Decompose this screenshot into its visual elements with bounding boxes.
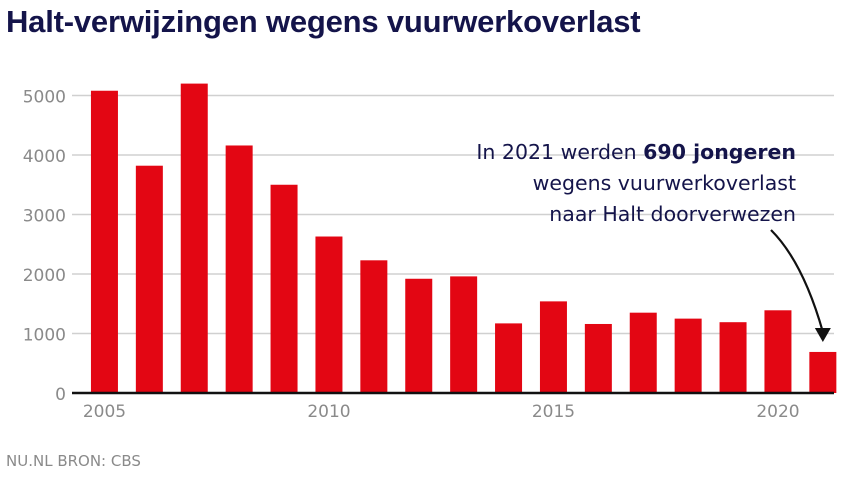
bar-2006 (135, 165, 163, 393)
bar-2008 (225, 145, 253, 393)
bar-2012 (405, 278, 433, 393)
y-tick-label: 0 (55, 385, 66, 405)
bar-2017 (629, 312, 657, 393)
x-tick-label: 2020 (756, 402, 799, 422)
annotation-callout: In 2021 werden 690 jongeren wegens vuurw… (476, 137, 796, 230)
bar-2014 (495, 323, 523, 393)
bar-2016 (584, 323, 612, 393)
y-tick-label: 1000 (23, 326, 66, 346)
y-tick-label: 3000 (23, 207, 66, 227)
bar-2015 (539, 301, 567, 393)
annotation-line-1: In 2021 werden 690 jongeren (476, 137, 796, 168)
annotation-arrow (770, 229, 824, 333)
bar-2011 (360, 260, 388, 393)
bar-2009 (270, 184, 298, 393)
source-credit: NU.NL BRON: CBS (6, 452, 141, 470)
bar-2020 (764, 310, 792, 393)
bar-2005 (90, 90, 118, 394)
annotation-line-3: naar Halt doorverwezen (549, 202, 796, 226)
bar-2019 (719, 322, 747, 393)
x-tick-label: 2005 (83, 402, 126, 422)
bar-2018 (674, 318, 702, 393)
annotation-line-2: wegens vuurwerkoverlast (532, 171, 796, 195)
bar-2010 (315, 236, 343, 393)
x-tick-label: 2015 (532, 402, 575, 422)
chart-title: Halt-verwijzingen wegens vuurwerkoverlas… (6, 4, 641, 39)
bar-2013 (450, 276, 478, 393)
y-tick-label: 2000 (23, 266, 66, 286)
x-tick-label: 2010 (307, 402, 350, 422)
bar-2021 (809, 351, 837, 393)
annotation-text: In 2021 werden (476, 140, 644, 164)
y-tick-label: 5000 (23, 88, 66, 108)
bar-2007 (180, 83, 208, 393)
arrow-head (814, 327, 831, 342)
y-tick-label: 4000 (23, 147, 66, 167)
annotation-highlight: 690 jongeren (643, 140, 796, 164)
